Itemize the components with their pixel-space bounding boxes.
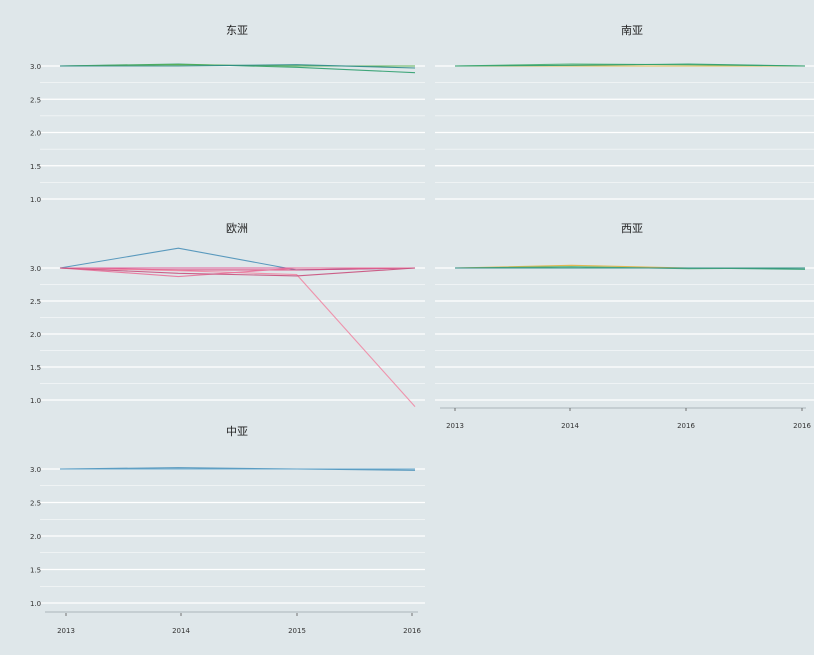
x-tick-label: 2014 <box>561 422 579 430</box>
series-line <box>59 267 415 278</box>
y-tick-label: 3.0 <box>30 63 41 71</box>
y-tick-label: 1.0 <box>30 196 41 204</box>
y-tick-label: 1.5 <box>30 567 41 575</box>
x-tick-label: 2013 <box>446 422 464 430</box>
panel-title: 南亚 <box>621 24 643 37</box>
panel-title: 西亚 <box>621 222 643 235</box>
x-tick-label: 2016 <box>677 422 695 430</box>
panel-title: 中亚 <box>226 425 248 438</box>
y-tick-label: 1.5 <box>30 364 41 372</box>
panel-5: 中亚 3.0 2.5 2.0 1.5 1.0 2013 2014 2015 2016 <box>30 425 425 635</box>
y-tick-label: 2.5 <box>30 298 41 306</box>
panel-3: 欧洲 3.0 2.5 2.0 1.5 1.0 <box>30 222 425 407</box>
y-tick-label: 1.0 <box>30 600 41 608</box>
series-line <box>59 467 416 471</box>
x-tick-label: 2016 <box>793 422 811 430</box>
series-line <box>59 247 416 271</box>
series-line <box>59 267 416 277</box>
panel-1: 东亚 3.0 2.5 2.0 1.5 1.0 <box>30 24 425 204</box>
panel-title: 欧洲 <box>226 222 248 235</box>
series-line <box>59 267 416 407</box>
y-tick-label: 1.5 <box>30 163 41 171</box>
y-tick-label: 2.0 <box>30 130 41 138</box>
panel-title: 东亚 <box>226 24 248 37</box>
y-tick-label: 2.5 <box>30 96 41 104</box>
series-line <box>454 63 806 67</box>
y-tick-label: 3.0 <box>30 265 41 273</box>
x-tick-label: 2015 <box>288 627 306 635</box>
y-tick-label: 3.0 <box>30 466 41 474</box>
panel-4: 西亚 2013 2014 2016 2016 <box>435 222 814 430</box>
series-line <box>60 64 416 69</box>
x-tick-label: 2014 <box>172 627 190 635</box>
y-tick-label: 2.5 <box>30 500 41 508</box>
y-tick-label: 2.0 <box>30 331 41 339</box>
y-tick-label: 1.0 <box>30 397 41 405</box>
y-tick-label: 2.0 <box>30 533 41 541</box>
x-tick-label: 2013 <box>57 627 75 635</box>
x-tick-label: 2016 <box>403 627 421 635</box>
panel-2: 南亚 <box>435 24 814 200</box>
